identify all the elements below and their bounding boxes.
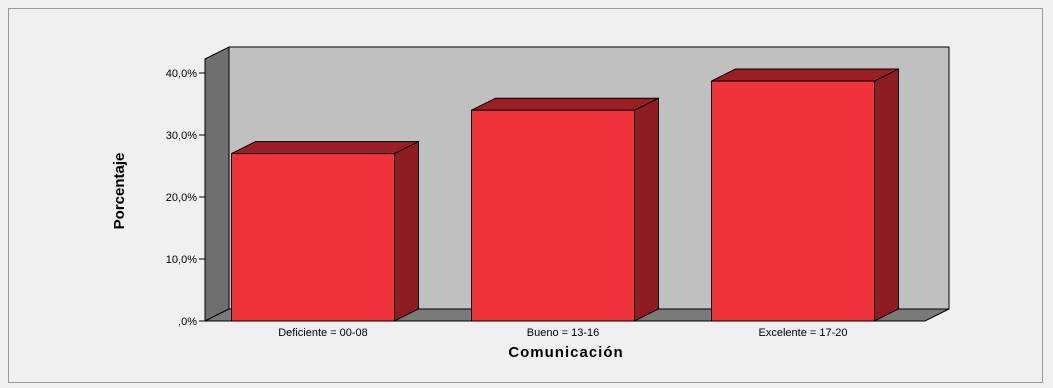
y-tick-label: 10,0% (166, 254, 197, 266)
y-tick-label: ,0% (178, 316, 197, 328)
bar-side (394, 140, 419, 322)
bar-top (231, 141, 419, 155)
bar-2 (471, 97, 659, 322)
bar-front (711, 80, 875, 322)
y-tick-label: 30,0% (166, 130, 197, 142)
y-tick-label: 40,0% (166, 68, 197, 80)
bar-side (634, 97, 659, 322)
x-tick-label: Bueno = 13-16 (527, 327, 599, 339)
y-tick-label: 20,0% (166, 192, 197, 204)
bar-front (231, 153, 395, 322)
x-axis-title: Comunicación (508, 344, 623, 361)
bar-side (874, 68, 899, 322)
bar-front (471, 109, 635, 322)
bar-3 (711, 68, 899, 322)
bar-top (471, 97, 659, 111)
x-tick-label: Deficiente = 00-08 (278, 327, 368, 339)
bars (231, 68, 899, 322)
bar-1 (231, 140, 419, 322)
bar-top (711, 68, 899, 82)
y-axis-title: Porcentaje (111, 153, 128, 230)
side-wall (204, 46, 230, 322)
y-axis: ,0% 10,0% 20,0% 30,0% 40,0% (166, 68, 205, 328)
x-tick-label: Excelente = 17-20 (759, 327, 848, 339)
x-axis: Deficiente = 00-08 Bueno = 13-16 Excelente… (278, 327, 847, 339)
